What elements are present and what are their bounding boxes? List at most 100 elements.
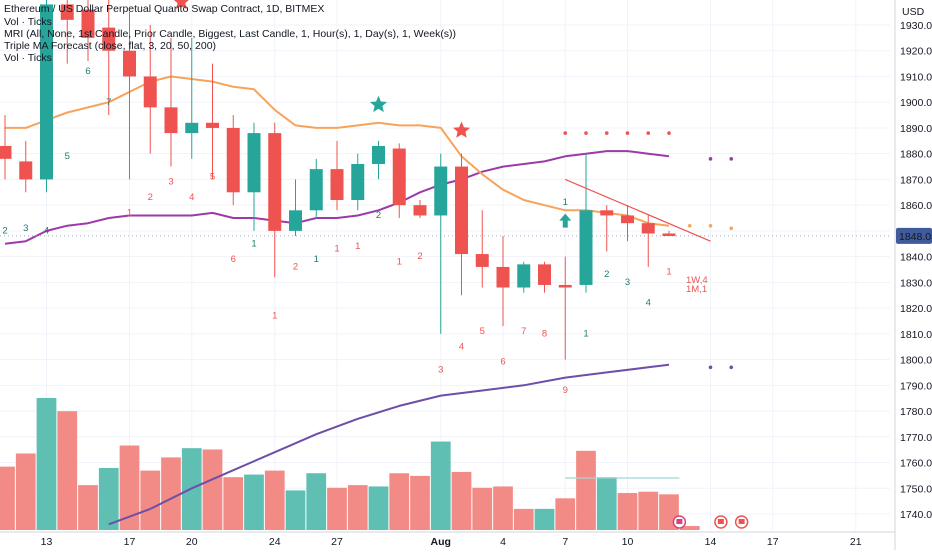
volume-bar — [327, 487, 347, 530]
candle[interactable] — [268, 122, 282, 278]
count-label: 2 — [293, 262, 298, 273]
price-tick-label: 1920.0 — [900, 46, 932, 58]
volume-bar — [347, 485, 368, 530]
date-tick-label: 27 — [331, 536, 343, 548]
candle[interactable] — [60, 0, 74, 64]
price-tick-label: 1780.0 — [900, 406, 932, 418]
candle-body — [558, 284, 572, 288]
flag-icon[interactable] — [714, 515, 728, 529]
forecast-dot — [729, 157, 734, 161]
price-tick-label: 1800.0 — [900, 355, 932, 367]
count-label: 4 — [646, 298, 651, 309]
volume-bar — [264, 470, 285, 530]
candle-body — [289, 210, 302, 231]
candle[interactable] — [143, 25, 157, 154]
candle[interactable] — [496, 236, 510, 327]
volume-bar — [306, 473, 327, 530]
volume-bar — [244, 474, 264, 530]
price-tick-label: 1840.0 — [900, 252, 932, 264]
price-tick-label: 1930.0 — [900, 20, 932, 32]
date-tick-label: 13 — [41, 536, 53, 548]
count-label: 4 — [44, 225, 49, 236]
candle[interactable] — [102, 0, 116, 116]
candle[interactable] — [392, 143, 406, 219]
price-tick-label: 1760.0 — [900, 458, 932, 470]
count-label: 7 — [521, 326, 526, 337]
legend-volume-2: Vol · Ticks — [4, 52, 52, 64]
count-label: 4 — [189, 192, 194, 203]
candle[interactable] — [226, 115, 240, 206]
price-tick-label: 1750.0 — [900, 483, 932, 495]
candle[interactable] — [621, 205, 634, 242]
candle-body — [351, 163, 365, 201]
candle[interactable] — [330, 140, 344, 211]
candle-body — [81, 9, 95, 38]
candle[interactable] — [579, 153, 593, 293]
forecast-dot — [729, 365, 734, 370]
candle-body — [455, 166, 468, 255]
candle[interactable] — [455, 153, 468, 296]
candle-body — [434, 166, 448, 216]
candle-body — [517, 264, 531, 288]
count-label: 1 — [583, 328, 588, 339]
price-tick-label: 1810.0 — [900, 329, 932, 341]
price-tick-label: 1890.0 — [900, 123, 932, 135]
candle[interactable] — [289, 179, 302, 237]
candle-body — [0, 145, 12, 159]
candle[interactable] — [19, 140, 33, 193]
flash-icon[interactable] — [672, 515, 687, 529]
candle-body — [268, 133, 282, 231]
candle[interactable] — [247, 122, 261, 231]
candle[interactable] — [600, 205, 614, 252]
last-price-badge — [896, 227, 932, 244]
candle[interactable] — [351, 153, 365, 211]
count-label: 6 — [500, 357, 505, 368]
candle[interactable] — [40, 0, 53, 193]
candle[interactable] — [517, 261, 531, 293]
candle[interactable] — [309, 158, 323, 219]
candle[interactable] — [81, 0, 95, 62]
candle[interactable] — [164, 37, 178, 167]
ma-50-line — [4, 150, 670, 245]
count-label: 2 — [417, 251, 422, 262]
volume-bar — [223, 477, 244, 530]
candle-body — [247, 133, 261, 193]
candle[interactable] — [662, 230, 676, 237]
candle-body — [206, 122, 219, 128]
candle[interactable] — [475, 210, 489, 288]
trendline[interactable] — [565, 178, 711, 242]
candle[interactable] — [0, 115, 12, 180]
forecast-dot — [604, 131, 609, 135]
timeframe-annotation: 1W,4 — [686, 275, 708, 286]
candle[interactable] — [185, 37, 199, 159]
flag-icon[interactable] — [734, 515, 749, 529]
candle[interactable] — [413, 200, 427, 219]
ma-200-line — [108, 363, 670, 526]
candle[interactable] — [434, 153, 448, 334]
volume-bar — [410, 475, 430, 530]
volume-bar — [576, 450, 596, 530]
count-label: 3 — [438, 364, 443, 375]
count-label: 5 — [65, 151, 70, 162]
legend-volume: Vol · Ticks — [4, 16, 52, 28]
candle[interactable] — [372, 140, 385, 180]
candle[interactable] — [641, 215, 655, 267]
chart-title: Ethereum / US Dollar Perpetual Quanto Sw… — [4, 3, 324, 15]
candle[interactable] — [538, 261, 551, 293]
candle-body — [579, 210, 593, 285]
volume-bar — [472, 487, 493, 530]
candle-body — [60, 4, 74, 20]
date-tick-label: 10 — [622, 536, 634, 548]
candle[interactable] — [123, 12, 136, 180]
candle[interactable] — [206, 63, 219, 180]
volume-bar — [430, 441, 451, 530]
candle[interactable] — [558, 256, 572, 360]
forecast-dot — [563, 131, 568, 135]
volume-bar — [285, 490, 306, 530]
volume-bar — [140, 470, 161, 530]
candle-body — [372, 145, 385, 164]
price-tick-label: 1770.0 — [900, 432, 932, 444]
forecast-dot — [584, 131, 588, 135]
